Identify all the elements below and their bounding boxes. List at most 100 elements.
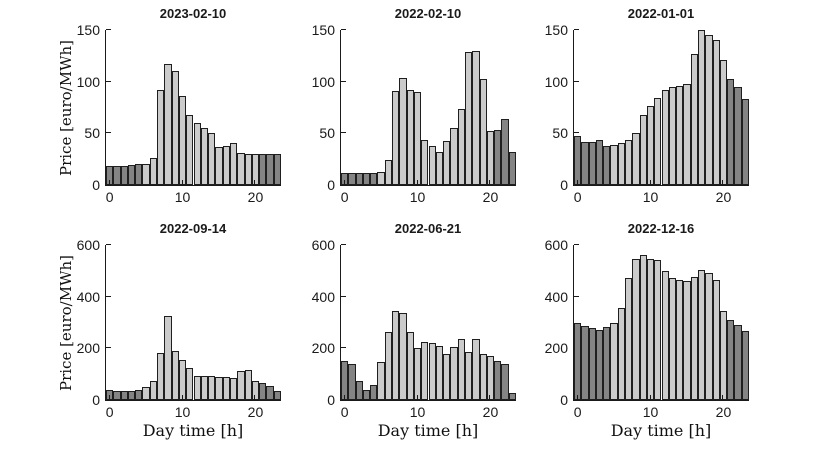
bar-hour-21	[727, 319, 735, 400]
bar-hour-14	[443, 353, 451, 400]
bar-hour-2	[355, 381, 363, 400]
y-tick-label: 50	[552, 125, 568, 142]
bar-hour-16	[690, 53, 698, 185]
y-tick-label: 600	[76, 237, 100, 253]
bar-hour-17	[229, 142, 238, 185]
bar-hour-16	[222, 377, 230, 400]
bar-hour-5	[377, 171, 385, 185]
bar-hour-8	[632, 259, 640, 400]
bar-hour-22	[266, 154, 274, 185]
x-tick-label: 0	[105, 404, 114, 420]
x-tick-mark	[576, 180, 578, 185]
bar-hour-3	[595, 139, 604, 185]
bar-hour-4	[603, 327, 611, 400]
x-tick-mark	[181, 180, 183, 185]
bar-hour-5	[142, 387, 150, 400]
bar-hour-5	[142, 164, 150, 185]
subplot-2022-12-16: 2022-12-16 0 200 400 600 0 10 20 Day time [h]	[545, 221, 749, 440]
bar-hour-9	[406, 331, 414, 400]
x-tick-label: 10	[409, 189, 426, 205]
bar-hour-17	[229, 377, 238, 400]
y-tick-mark	[341, 132, 346, 134]
y-tick-mark	[574, 80, 579, 82]
bar-hour-20	[719, 310, 728, 400]
bar-hour-21	[494, 130, 502, 185]
bar-hour-6	[617, 142, 626, 185]
x-tick-label: 10	[409, 404, 426, 420]
plot-area: 0 50 100 150 0 10 20	[77, 23, 281, 204]
bar-hour-15	[215, 146, 223, 185]
y-tick-label: 150	[544, 22, 568, 38]
bar-hour-15	[215, 376, 223, 400]
chart-title: 2022-02-10	[394, 6, 462, 21]
bar-hour-13	[668, 86, 677, 185]
y-tick-mark	[341, 80, 346, 82]
bar-hour-23	[741, 330, 749, 400]
x-axis-label: Day time [h]	[610, 421, 712, 440]
bar-hour-17	[697, 269, 706, 400]
bar-hour-1	[348, 172, 356, 185]
chart-title: 2022-06-21	[394, 221, 462, 236]
bar-hour-18	[472, 50, 480, 185]
bar-hour-23	[273, 154, 281, 185]
y-tick-label: 100	[544, 73, 568, 90]
y-tick-label: 400	[311, 288, 335, 305]
x-tick-mark	[649, 395, 651, 400]
x-tick-mark	[722, 180, 724, 185]
chart-title: 2022-01-01	[627, 6, 695, 21]
bar-hour-1	[581, 141, 589, 185]
bar-hour-10	[646, 106, 655, 185]
y-tick-label: 150	[311, 22, 335, 38]
bar-hour-4	[370, 172, 378, 185]
x-tick-mark	[181, 395, 183, 400]
bar-hour-0	[341, 172, 349, 185]
x-tick-mark	[108, 395, 110, 400]
x-tick-mark	[489, 395, 491, 400]
bar-hour-4	[135, 164, 143, 185]
bar-hour-5	[610, 323, 618, 400]
bar-hour-6	[149, 158, 158, 185]
bar-hour-1	[113, 166, 121, 185]
x-tick-label: 10	[174, 189, 191, 205]
plot-area: 0 50 100 150 0 10 20	[545, 23, 749, 204]
plot-area: 0 200 400 600 0 10 20	[77, 238, 281, 419]
bar-hour-10	[178, 96, 187, 185]
bar-hour-15	[450, 128, 458, 185]
y-tick-mark	[574, 29, 579, 30]
bar-hour-17	[697, 30, 706, 185]
y-tick-mark	[341, 244, 346, 245]
subplot-2022-06-21: 2022-06-21 0 200 400 600 0 10 20 Day time [h]	[312, 221, 516, 440]
x-tick-label: 20	[715, 189, 732, 205]
bar-hour-1	[581, 325, 589, 400]
bar-hour-12	[428, 343, 436, 400]
bar-hour-2	[355, 172, 363, 185]
x-tick-mark	[108, 180, 110, 185]
bar-hour-3	[362, 389, 371, 400]
plot-area: 0 200 400 600 0 10 20	[312, 238, 516, 419]
bar-hour-22	[501, 118, 509, 185]
bar-hour-7	[392, 90, 400, 185]
bar-hour-18	[237, 370, 245, 400]
bar-hour-20	[251, 154, 260, 185]
bar-hour-7	[157, 353, 165, 400]
bar-hour-8	[399, 77, 407, 185]
bar-hour-12	[193, 375, 201, 400]
bar-hour-21	[494, 361, 502, 400]
bar-hour-17	[464, 51, 473, 185]
x-tick-mark	[416, 180, 418, 185]
bar-hour-18	[705, 273, 713, 400]
y-tick-label: 200	[544, 340, 568, 357]
x-tick-mark	[254, 395, 256, 400]
x-tick-mark	[722, 395, 724, 400]
bar-hour-17	[464, 352, 473, 400]
bar-hour-23	[741, 99, 749, 185]
subplot-2022-01-01: 2022-01-01 0 50 100 150 0 10 20	[545, 6, 749, 204]
y-tick-mark	[574, 132, 579, 134]
bar-hour-3	[595, 330, 604, 400]
bar-hour-23	[273, 390, 281, 400]
y-tick-mark	[341, 347, 346, 349]
x-tick-mark	[649, 180, 651, 185]
bar-hour-18	[472, 339, 480, 400]
y-tick-label: 150	[76, 22, 100, 38]
